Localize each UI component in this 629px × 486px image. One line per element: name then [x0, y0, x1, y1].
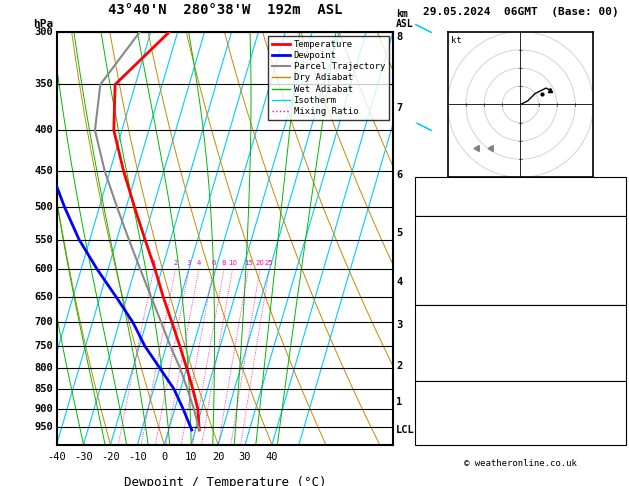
Text: 305: 305: [604, 255, 623, 265]
Text: 8.6: 8.6: [604, 243, 623, 252]
Text: CAPE (J): CAPE (J): [420, 280, 470, 291]
Text: SREH: SREH: [420, 408, 445, 418]
Text: 10: 10: [185, 452, 198, 462]
Text: Mixing Ratio (g/kg): Mixing Ratio (g/kg): [420, 182, 430, 294]
Text: Totals Totals: Totals Totals: [420, 191, 501, 202]
Text: 2: 2: [396, 361, 403, 371]
Text: 312°: 312°: [598, 420, 623, 431]
Text: Temp (°C): Temp (°C): [420, 230, 476, 240]
Text: 25: 25: [265, 260, 274, 266]
Text: 950: 950: [35, 422, 53, 432]
Text: 0: 0: [616, 370, 623, 380]
Text: CIN (J): CIN (J): [420, 294, 464, 303]
Text: 800: 800: [35, 363, 53, 373]
Text: CIN (J): CIN (J): [420, 370, 464, 380]
Text: 44: 44: [610, 191, 623, 202]
Text: Hodograph: Hodograph: [493, 382, 548, 392]
Text: 5: 5: [616, 344, 623, 354]
Text: 3: 3: [187, 260, 191, 266]
Text: 600: 600: [35, 264, 53, 275]
Text: EH: EH: [420, 395, 433, 405]
Text: 29.05.2024  06GMT  (Base: 00): 29.05.2024 06GMT (Base: 00): [423, 7, 618, 17]
Text: -68: -68: [604, 395, 623, 405]
Text: 8: 8: [222, 260, 226, 266]
Text: 700: 700: [604, 319, 623, 329]
Text: 20: 20: [256, 260, 265, 266]
Text: 40: 40: [265, 452, 278, 462]
Text: -30: -30: [74, 452, 93, 462]
Text: 30: 30: [239, 452, 252, 462]
Text: 0: 0: [616, 357, 623, 367]
Text: -40: -40: [47, 452, 66, 462]
Text: θₑ(K): θₑ(K): [420, 255, 452, 265]
Text: 3: 3: [396, 320, 403, 330]
Text: 850: 850: [35, 384, 53, 394]
Text: LCL: LCL: [396, 425, 415, 435]
Text: 700: 700: [35, 317, 53, 327]
Text: 650: 650: [35, 292, 53, 302]
Text: 4: 4: [396, 277, 403, 287]
Text: 15: 15: [244, 260, 253, 266]
Text: 6: 6: [211, 260, 216, 266]
Text: © weatheronline.co.uk: © weatheronline.co.uk: [464, 459, 577, 469]
Text: 900: 900: [35, 403, 53, 414]
Legend: Temperature, Dewpoint, Parcel Trajectory, Dry Adiabat, Wet Adiabat, Isotherm, Mi: Temperature, Dewpoint, Parcel Trajectory…: [269, 36, 389, 120]
Text: 0: 0: [161, 452, 167, 462]
Text: Pressure (mb): Pressure (mb): [420, 319, 501, 329]
Text: 750: 750: [35, 341, 53, 351]
Text: 300: 300: [35, 27, 53, 36]
Text: CAPE (J): CAPE (J): [420, 357, 470, 367]
Text: 400: 400: [35, 125, 53, 135]
Text: 43°40'N  280°38'W  192m  ASL: 43°40'N 280°38'W 192m ASL: [108, 3, 342, 17]
Text: Surface: Surface: [499, 217, 542, 227]
Text: -20: -20: [101, 452, 120, 462]
Text: 7: 7: [396, 103, 403, 113]
Text: 19: 19: [610, 434, 623, 443]
Text: 2: 2: [174, 260, 178, 266]
Text: PW (cm): PW (cm): [420, 204, 464, 214]
Text: 20: 20: [212, 452, 225, 462]
Text: 4: 4: [197, 260, 201, 266]
Text: 550: 550: [35, 235, 53, 244]
Text: 1.85: 1.85: [598, 204, 623, 214]
Text: kt: kt: [450, 36, 461, 45]
Text: 11.4: 11.4: [598, 230, 623, 240]
Text: 20: 20: [610, 179, 623, 189]
Text: Lifted Index: Lifted Index: [420, 344, 495, 354]
Text: km
ASL: km ASL: [396, 9, 414, 29]
Text: 0: 0: [616, 280, 623, 291]
Text: StmDir: StmDir: [420, 420, 458, 431]
Text: Dewp (°C): Dewp (°C): [420, 243, 476, 252]
Text: Dewpoint / Temperature (°C): Dewpoint / Temperature (°C): [124, 476, 326, 486]
Text: 6: 6: [396, 170, 403, 179]
Text: θₑ (K): θₑ (K): [420, 331, 458, 342]
Text: K: K: [420, 179, 426, 189]
Text: 1: 1: [152, 260, 156, 266]
Text: 500: 500: [35, 202, 53, 212]
Text: Lifted Index: Lifted Index: [420, 268, 495, 278]
Text: -10: -10: [128, 452, 147, 462]
Text: 8: 8: [396, 32, 403, 42]
Text: StmSpd (kt): StmSpd (kt): [420, 434, 489, 443]
Text: 350: 350: [35, 80, 53, 89]
Text: hPa: hPa: [33, 19, 53, 29]
Text: 9: 9: [616, 408, 623, 418]
Text: Most Unstable: Most Unstable: [480, 306, 561, 316]
Text: 5: 5: [396, 228, 403, 238]
Text: 10: 10: [228, 260, 237, 266]
Text: 1: 1: [396, 397, 403, 407]
Text: 0: 0: [616, 294, 623, 303]
Text: 306: 306: [604, 331, 623, 342]
Text: 6: 6: [616, 268, 623, 278]
Text: 450: 450: [35, 166, 53, 176]
